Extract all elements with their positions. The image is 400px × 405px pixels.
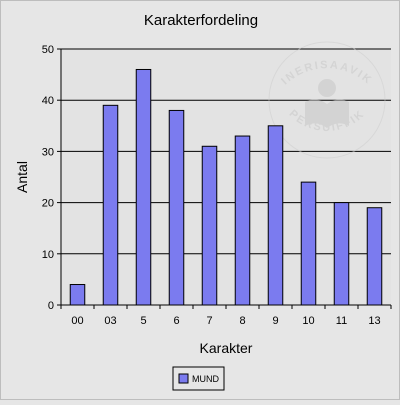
y-tick-label: 30 [42,146,54,158]
x-tick-label: 11 [336,315,347,327]
bar-10 [300,181,317,306]
bar-11 [333,202,350,306]
bar-7 [201,145,218,306]
x-tick-label: 7 [206,315,212,327]
x-tick-label: 8 [239,315,245,327]
y-axis-ticks: 0 10 20 30 40 50 [42,44,61,312]
bar-03 [102,104,119,306]
x-axis-ticks: 00 03 5 6 7 8 9 10 11 13 [60,305,392,327]
bar-5 [135,68,152,306]
y-tick-label: 20 [42,198,54,210]
x-axis-label: Karakter [200,340,253,356]
bar-9 [267,125,284,306]
y-tick-label: 40 [42,95,54,107]
x-tick-label: 6 [173,315,179,327]
bars [69,68,383,306]
y-tick-label: 10 [42,249,54,261]
bar-8 [234,135,251,306]
y-tick-label: 50 [42,44,54,56]
x-tick-label: 00 [71,315,83,327]
bar-00 [69,284,86,306]
chart-title: Karakterfordeling [144,12,258,29]
x-tick-label: 9 [272,315,278,327]
x-tick-label: 13 [368,315,380,327]
book-reader-icon [305,79,349,128]
y-tick-label: 0 [48,300,54,312]
legend-box [172,366,225,391]
x-tick-label: 10 [302,315,314,327]
legend: MUND [172,366,225,391]
legend-label: MUND [192,374,219,384]
x-tick-label: 03 [104,315,116,327]
y-axis-label: Antal [14,161,30,193]
bar-6 [168,109,185,306]
x-tick-label: 5 [140,315,146,327]
bar-13 [366,207,383,306]
legend-swatch [178,373,189,384]
